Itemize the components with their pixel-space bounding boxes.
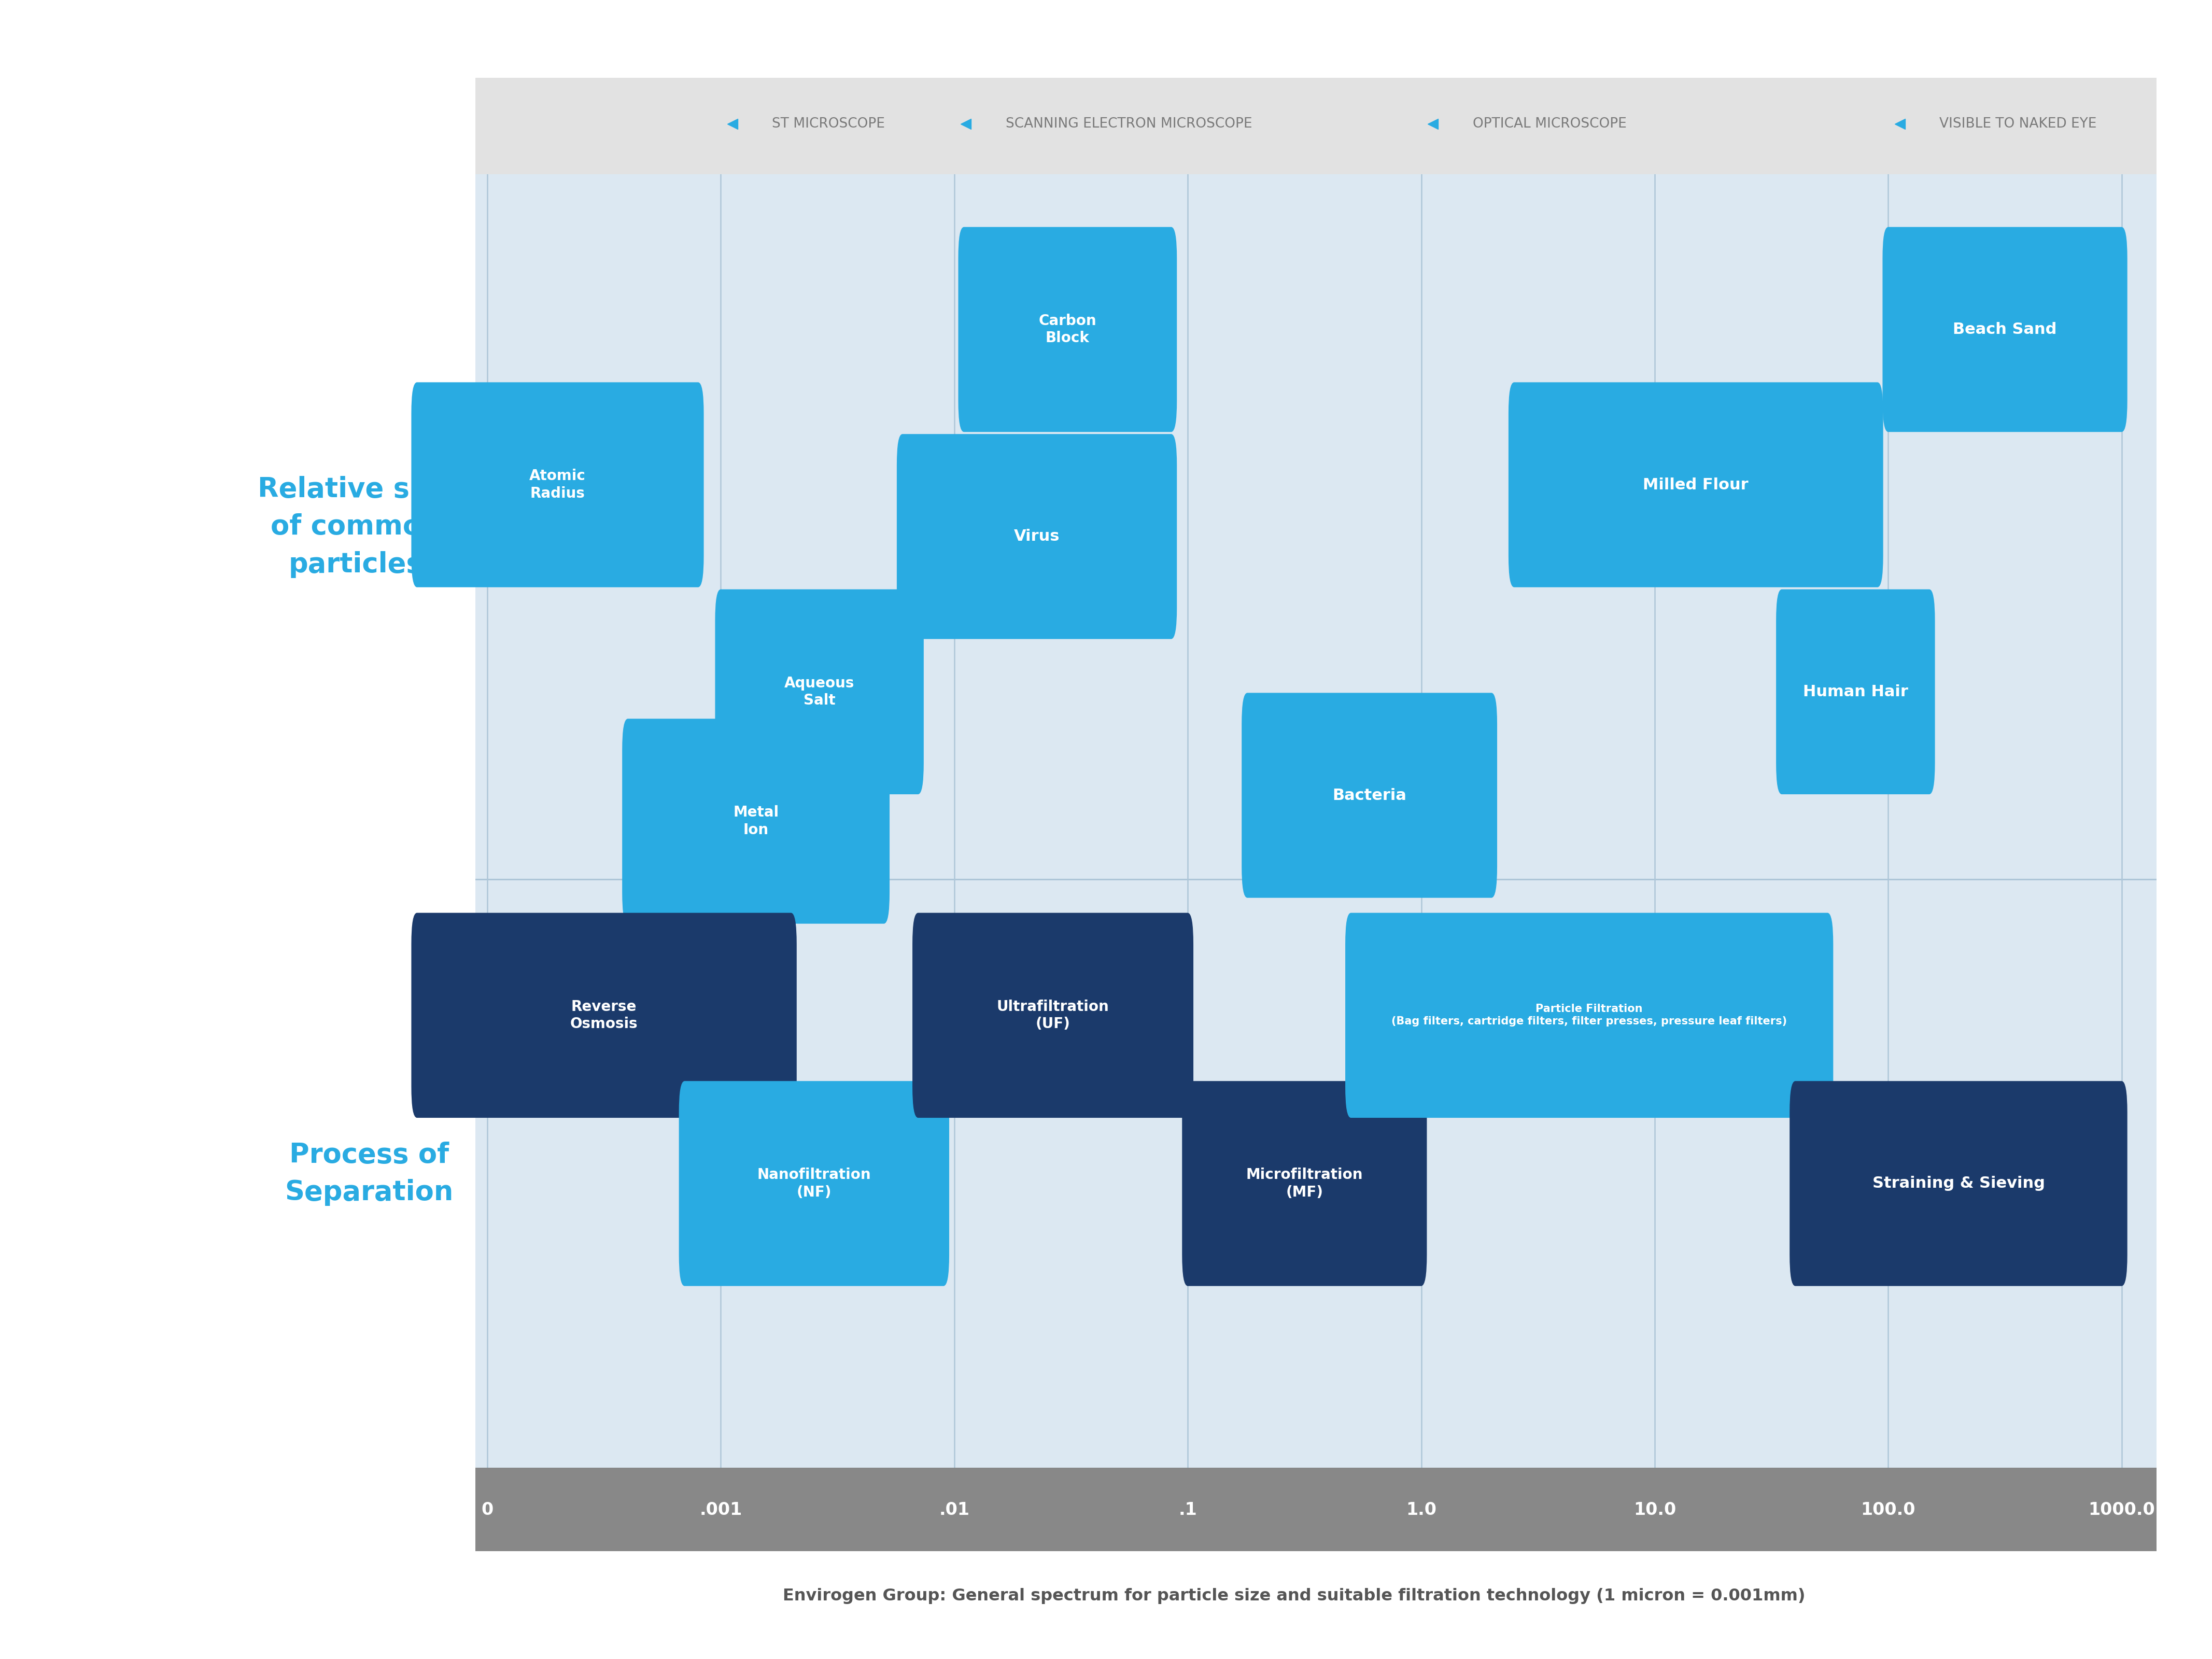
Text: 1.0: 1.0 [1407, 1501, 1436, 1518]
Text: 100.0: 100.0 [1860, 1501, 1916, 1518]
Text: Particle Filtration
(Bag filters, cartridge filters, filter presses, pressure le: Particle Filtration (Bag filters, cartri… [1391, 1004, 1787, 1027]
Text: 0: 0 [482, 1501, 493, 1518]
Text: Milled Flour: Milled Flour [1644, 478, 1750, 493]
FancyBboxPatch shape [714, 589, 925, 795]
Text: Metal
Ion: Metal Ion [732, 805, 779, 838]
Text: Envirogen Group: General spectrum for particle size and suitable filtration tech: Envirogen Group: General spectrum for pa… [783, 1588, 1805, 1604]
FancyBboxPatch shape [1790, 1082, 2128, 1286]
Text: Beach Sand: Beach Sand [1953, 322, 2057, 337]
FancyBboxPatch shape [1345, 912, 1834, 1118]
Text: OPTICAL MICROSCOPE: OPTICAL MICROSCOPE [1473, 118, 1626, 131]
Text: Relative size
of common
particles: Relative size of common particles [259, 476, 453, 577]
Text: Microfiltration
(MF): Microfiltration (MF) [1245, 1168, 1363, 1199]
FancyBboxPatch shape [1509, 382, 1882, 587]
FancyBboxPatch shape [411, 382, 703, 587]
Text: Aqueous
Salt: Aqueous Salt [785, 675, 854, 708]
FancyBboxPatch shape [679, 1082, 949, 1286]
FancyBboxPatch shape [411, 912, 796, 1118]
Text: ST MICROSCOPE: ST MICROSCOPE [772, 118, 885, 131]
Text: Virus: Virus [1013, 529, 1060, 544]
FancyBboxPatch shape [1882, 227, 2128, 431]
Text: SCANNING ELECTRON MICROSCOPE: SCANNING ELECTRON MICROSCOPE [1006, 118, 1252, 131]
FancyBboxPatch shape [958, 227, 1177, 431]
FancyBboxPatch shape [896, 435, 1177, 639]
Text: Carbon
Block: Carbon Block [1040, 314, 1097, 345]
Text: Straining & Sieving: Straining & Sieving [1871, 1176, 2044, 1191]
Text: .1: .1 [1179, 1501, 1197, 1518]
Text: .001: .001 [699, 1501, 741, 1518]
Text: 1000.0: 1000.0 [2088, 1501, 2154, 1518]
Text: Process of
Separation: Process of Separation [285, 1141, 453, 1206]
Text: Bacteria: Bacteria [1332, 788, 1407, 803]
Text: Ultrafiltration
(UF): Ultrafiltration (UF) [998, 999, 1108, 1032]
Text: Nanofiltration
(NF): Nanofiltration (NF) [757, 1168, 872, 1199]
Text: .01: .01 [938, 1501, 969, 1518]
Text: VISIBLE TO NAKED EYE: VISIBLE TO NAKED EYE [1940, 118, 2097, 131]
Text: Atomic
Radius: Atomic Radius [529, 469, 586, 501]
Text: 10.0: 10.0 [1632, 1501, 1677, 1518]
FancyBboxPatch shape [1776, 589, 1935, 795]
FancyBboxPatch shape [911, 912, 1192, 1118]
FancyBboxPatch shape [1181, 1082, 1427, 1286]
FancyBboxPatch shape [622, 718, 889, 924]
Text: Human Hair: Human Hair [1803, 684, 1909, 700]
Text: MICRONS: MICRONS [378, 1501, 469, 1518]
Text: Reverse
Osmosis: Reverse Osmosis [571, 999, 637, 1032]
FancyBboxPatch shape [1241, 693, 1498, 898]
